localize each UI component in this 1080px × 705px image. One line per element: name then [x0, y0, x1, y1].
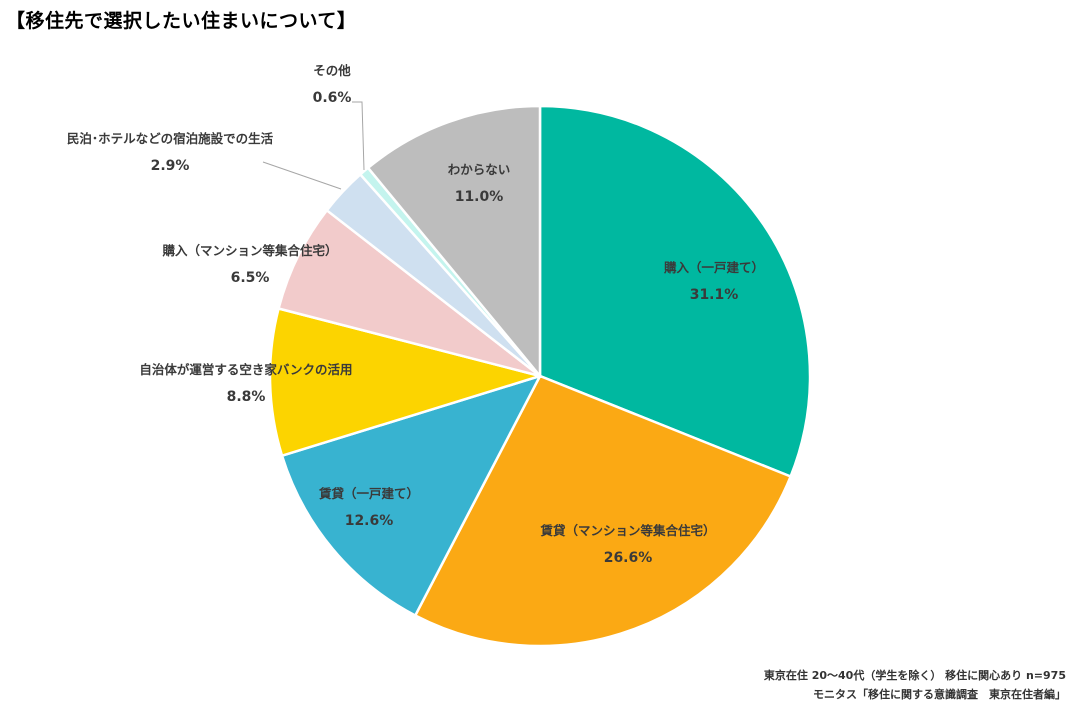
- slice-label: 賃貸（一戸建て）: [318, 486, 419, 501]
- slice-value-label: 12.6%: [345, 513, 394, 529]
- slice-label: 賃貸（マンション等集合住宅）: [539, 523, 715, 538]
- pie-slice: [277, 209, 542, 378]
- slice-value-label: 31.1%: [690, 287, 739, 303]
- slice-value-label: 8.8%: [227, 389, 266, 405]
- slice-value-label: 26.6%: [604, 550, 653, 566]
- slice-label: 購入（一戸建て）: [663, 260, 764, 275]
- slice-label: その他: [313, 63, 351, 78]
- slice-label: わからない: [448, 162, 511, 177]
- slice-label: 民泊･ホテルなどの宿泊施設での生活: [67, 131, 274, 146]
- slice-value-label: 2.9%: [151, 158, 190, 174]
- pie-slices: [268, 104, 812, 648]
- source-note: モニタス「移住に関する意識調査 東京在住者編」: [813, 688, 1066, 701]
- pie-slice: [268, 307, 542, 457]
- leader-lines: [262, 101, 365, 190]
- slice-labels: 購入（一戸建て） 31.1% 賃貸（マンション等集合住宅） 26.6% 賃貸（一戸建て）…: [67, 63, 764, 566]
- slice-value-label: 11.0%: [455, 189, 504, 205]
- slice-label: 自治体が運営する空き家バンクの活用: [139, 362, 352, 377]
- leader-line: [352, 101, 365, 171]
- sample-note: 東京在住 20〜40代（学生を除く） 移住に関心あり n=975: [763, 669, 1066, 682]
- pie-slice: [538, 104, 812, 478]
- pie-slice: [366, 104, 542, 378]
- pie-slice: [414, 374, 792, 648]
- slice-value-label: 0.6%: [313, 90, 352, 106]
- slice-label: 購入（マンション等集合住宅）: [161, 243, 337, 258]
- chart-title: 【移住先で選択したい住まいについて】: [6, 10, 357, 32]
- slice-value-label: 6.5%: [231, 270, 270, 286]
- leader-line: [262, 161, 342, 190]
